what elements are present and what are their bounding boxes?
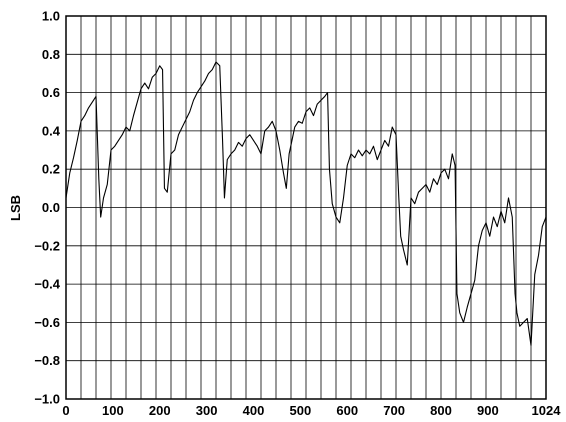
y-tick-label: −0.6	[34, 315, 60, 330]
x-tick-label: 500	[290, 403, 312, 418]
y-tick-label: −0.8	[34, 353, 60, 368]
y-tick-label: 0.2	[42, 162, 60, 177]
y-tick-label: 0.0	[42, 200, 60, 215]
y-tick-labels: −1.0 −0.8 −0.6 −0.4 −0.2 0.0 0.2 0.4 0.6 0.8 1.0	[34, 9, 60, 407]
x-tick-label: 200	[149, 403, 171, 418]
x-tick-label: 800	[430, 403, 452, 418]
x-tick-label: 700	[383, 403, 405, 418]
x-tick-label: 100	[102, 403, 124, 418]
plot-frame	[65, 15, 547, 400]
x-tick-label: 400	[243, 403, 265, 418]
series-line	[65, 61, 547, 346]
y-tick-label: 0.6	[42, 85, 60, 100]
y-tick-label: 0.8	[42, 47, 60, 62]
y-tick-label: 1.0	[42, 9, 60, 24]
x-tick-label: 900	[477, 403, 499, 418]
x-tick-label: 1024	[532, 403, 562, 418]
x-tick-label: 0	[62, 403, 69, 418]
y-tick-label: −1.0	[34, 392, 60, 407]
y-tick-label: −0.2	[34, 238, 60, 253]
y-tick-label: 0.4	[42, 123, 61, 138]
x-tick-labels: 0 100 200 300 400 500 600 700 800 900 1024	[62, 403, 561, 418]
x-tick-label: 300	[196, 403, 218, 418]
x-tick-label: 600	[336, 403, 358, 418]
y-axis-label: LSB	[8, 195, 23, 221]
y-tick-label: −0.4	[34, 277, 60, 292]
